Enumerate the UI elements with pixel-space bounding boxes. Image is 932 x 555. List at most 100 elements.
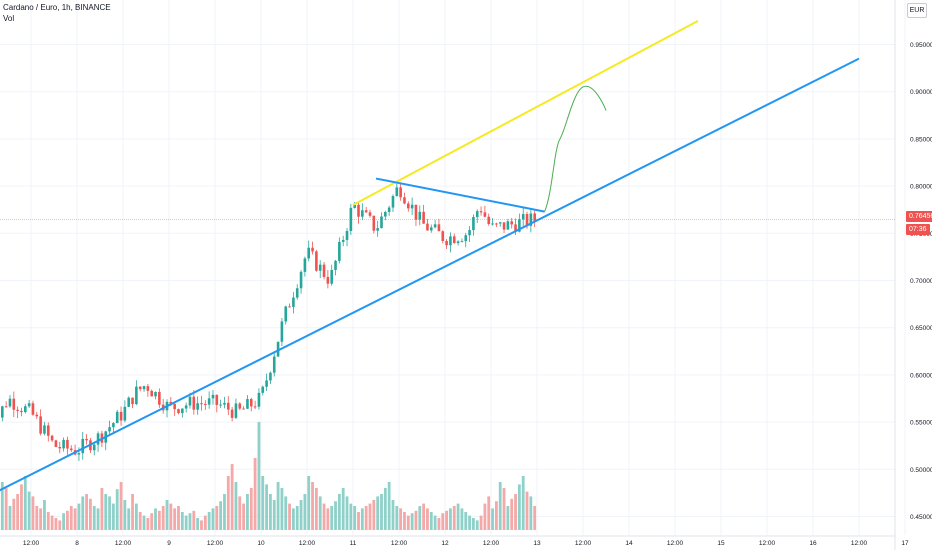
candle-body [506, 221, 510, 230]
candle-body [200, 403, 203, 405]
volume-bar [134, 503, 138, 530]
volume-bar [399, 508, 403, 530]
volume-bar [472, 518, 475, 530]
candle-body [280, 321, 284, 342]
volume-bar [529, 496, 533, 530]
volume-bar [62, 513, 65, 530]
volume-bar [219, 501, 223, 530]
candle-body [521, 214, 525, 220]
candle-body [226, 402, 230, 410]
candle-body [8, 398, 12, 407]
x-tick-label: 12:00 [575, 540, 592, 547]
volume-bar [506, 506, 510, 530]
volume-bar [276, 482, 280, 530]
volume-bar [307, 476, 311, 530]
volume-bar [410, 513, 414, 530]
candle-body [46, 425, 50, 436]
candle-body [315, 251, 318, 271]
candle-body [464, 235, 468, 242]
candle-body [43, 425, 46, 434]
volume-bar [12, 498, 16, 530]
volume-bar [16, 494, 20, 530]
candle-body [249, 399, 253, 407]
candle-body [81, 438, 85, 454]
candle-body [58, 446, 62, 449]
candle-body [35, 414, 39, 417]
chart-grid [0, 0, 906, 550]
volume-bar [92, 506, 96, 530]
candle-body [177, 409, 180, 414]
volume-bar [89, 498, 92, 530]
candle-body [184, 405, 188, 409]
volume-bar [395, 506, 399, 530]
volume-bar [261, 476, 265, 530]
x-tick-label: 12:00 [759, 540, 776, 547]
volume-bar [475, 520, 479, 530]
candle-body [349, 207, 353, 232]
x-tick-label: 12:00 [115, 540, 132, 547]
volume-bar [479, 515, 483, 530]
candle-body [518, 219, 521, 232]
candle-body [502, 222, 506, 230]
volume-bar [280, 488, 284, 530]
volume-bar [211, 508, 215, 530]
candle-body [414, 204, 418, 220]
volume-bar [203, 515, 207, 530]
y-tick-label: 0.65000 [910, 325, 932, 332]
x-tick-label: 12:00 [667, 540, 684, 547]
candle-body [138, 386, 142, 390]
candle-body [204, 403, 207, 405]
candle-body [525, 214, 529, 226]
volume-bar [487, 496, 491, 530]
currency-badge[interactable]: EUR [907, 3, 927, 18]
x-tick-label: 8 [75, 540, 79, 547]
candle-body [330, 269, 333, 284]
candle-body [437, 224, 441, 232]
volume-bar [483, 503, 487, 530]
volume-bar [299, 500, 303, 530]
volume-bar [433, 515, 437, 530]
volume-bar [35, 506, 39, 530]
volume-bar [142, 515, 146, 530]
volume-bar [234, 482, 238, 530]
volume-bar [188, 513, 192, 530]
volume-bar [177, 506, 180, 530]
candle-body [108, 427, 111, 432]
candle-body [322, 264, 326, 277]
candle-body [188, 396, 192, 406]
volume-bar [318, 496, 322, 530]
candle-body [391, 196, 395, 208]
candle-body [4, 406, 8, 408]
volume-bar [4, 488, 8, 530]
volume-bar [533, 506, 537, 530]
volume-bar [123, 500, 127, 530]
y-tick-label: 0.50000 [910, 467, 932, 474]
candle-body [483, 212, 487, 217]
volume-bar [265, 484, 268, 530]
candle-body [234, 403, 238, 418]
candle-body [69, 448, 73, 451]
candle-body [20, 410, 23, 413]
candle-body [54, 440, 58, 447]
candle-body [12, 398, 16, 410]
candle-body [418, 211, 422, 220]
volume-bar [334, 501, 337, 530]
volume-bar [127, 508, 131, 530]
price-axis: 0.950000.900000.850000.800000.750000.700… [910, 42, 932, 521]
volume-bar [322, 503, 326, 530]
volume-bar [50, 515, 54, 530]
volume-bar [81, 496, 85, 530]
candlesticks [1, 183, 536, 461]
candle-body [173, 403, 176, 410]
volume-bar [349, 503, 353, 530]
candle-body [498, 222, 502, 224]
volume-bar [452, 506, 456, 530]
x-tick-label: 13 [533, 540, 541, 547]
candle-body [468, 230, 471, 236]
candle-body [66, 439, 69, 449]
yellow-trendline [352, 20, 699, 206]
volume-bar [510, 498, 514, 530]
volume-bar [223, 494, 226, 530]
volume-bar [69, 506, 73, 530]
